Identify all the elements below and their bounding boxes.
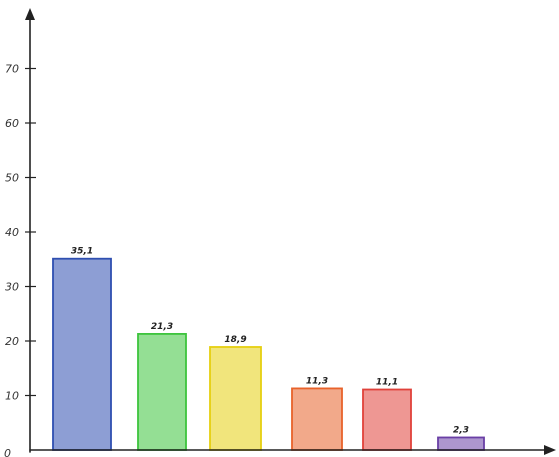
bars-layer: [52, 257, 485, 451]
y-tick-label-40: 40: [5, 226, 19, 239]
bar-5: [362, 388, 412, 451]
x-axis-arrow-icon: [544, 445, 556, 455]
y-tick-label-20: 20: [5, 335, 19, 348]
origin-label: 0: [4, 447, 11, 457]
data-label-2: 21,3: [151, 322, 173, 332]
bar-1: [52, 257, 112, 451]
data-label-4: 11,3: [306, 376, 328, 386]
y-axis-arrow-icon: [25, 8, 35, 20]
axes-layer: 0: [4, 8, 556, 457]
bar-6-fill: [438, 437, 484, 450]
data-labels-layer: 35,1 21,3 18,9 11,3 11,1 2,3: [71, 247, 469, 436]
bar-2-fill: [138, 333, 186, 450]
y-tick-label-50: 50: [5, 172, 19, 185]
y-tick-label-30: 30: [5, 281, 19, 294]
data-label-5: 11,1: [376, 378, 398, 388]
bar-4-fill: [292, 388, 342, 450]
data-label-3: 18,9: [224, 335, 246, 345]
data-label-1: 35,1: [71, 247, 93, 257]
data-label-6: 2,3: [453, 425, 469, 435]
bar-4: [291, 387, 343, 451]
bar-1-fill: [53, 258, 111, 450]
bar-2: [137, 333, 187, 451]
y-tick-label-60: 60: [5, 117, 19, 130]
bar-5-fill: [363, 389, 411, 450]
bar-3-fill: [210, 346, 261, 450]
bar-3: [209, 346, 262, 451]
y-ticks-layer: 10 20 30 40 50 60 70: [5, 63, 36, 403]
y-tick-label-70: 70: [5, 63, 19, 76]
bar-6: [437, 436, 485, 451]
y-tick-label-10: 10: [5, 390, 19, 403]
